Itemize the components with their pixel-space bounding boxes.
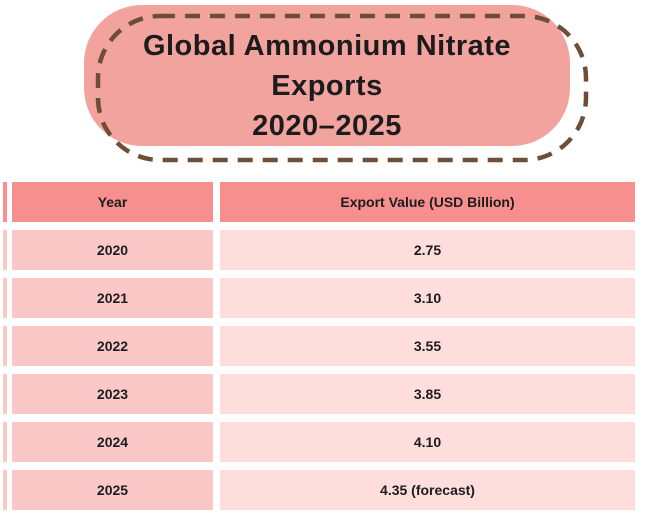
title-line-3: 2020–2025 bbox=[252, 110, 402, 142]
title-line-1: Global Ammonium Nitrate bbox=[142, 30, 512, 62]
table-edge-sliver bbox=[3, 470, 7, 510]
table-row: 2025 4.35 (forecast) bbox=[0, 470, 650, 510]
table-edge-sliver bbox=[3, 326, 7, 366]
title-decoration bbox=[84, 5, 589, 163]
column-header-export-value: Export Value (USD Billion) bbox=[220, 182, 635, 222]
table-header-row: Year Export Value (USD Billion) bbox=[0, 182, 650, 222]
value-cell: 3.10 bbox=[220, 278, 635, 318]
year-cell: 2025 bbox=[12, 470, 213, 510]
table-edge-sliver bbox=[3, 278, 7, 318]
value-cell: 4.35 (forecast) bbox=[220, 470, 635, 510]
dashed-border bbox=[95, 13, 589, 163]
table-edge-sliver bbox=[3, 230, 7, 270]
title-blob-shape bbox=[84, 5, 570, 146]
year-cell: 2023 bbox=[12, 374, 213, 414]
value-cell: 2.75 bbox=[220, 230, 635, 270]
year-cell: 2022 bbox=[12, 326, 213, 366]
page-title: Global Ammonium Nitrate Exports 2020–202… bbox=[84, 26, 570, 146]
table-edge-sliver bbox=[3, 182, 7, 222]
year-cell: 2021 bbox=[12, 278, 213, 318]
column-header-year: Year bbox=[12, 182, 213, 222]
year-cell: 2020 bbox=[12, 230, 213, 270]
table-row: 2022 3.55 bbox=[0, 326, 650, 366]
table-row: 2021 3.10 bbox=[0, 278, 650, 318]
value-cell: 3.55 bbox=[220, 326, 635, 366]
title-banner: Global Ammonium Nitrate Exports 2020–202… bbox=[0, 0, 650, 178]
table-row: 2020 2.75 bbox=[0, 230, 650, 270]
table-edge-sliver bbox=[3, 374, 7, 414]
value-cell: 3.85 bbox=[220, 374, 635, 414]
table-row: 2023 3.85 bbox=[0, 374, 650, 414]
value-cell: 4.10 bbox=[220, 422, 635, 462]
table-row: 2024 4.10 bbox=[0, 422, 650, 462]
table-edge-sliver bbox=[3, 422, 7, 462]
year-cell: 2024 bbox=[12, 422, 213, 462]
exports-table: Year Export Value (USD Billion) 2020 2.7… bbox=[0, 182, 650, 518]
title-line-2: Exports bbox=[271, 70, 383, 102]
